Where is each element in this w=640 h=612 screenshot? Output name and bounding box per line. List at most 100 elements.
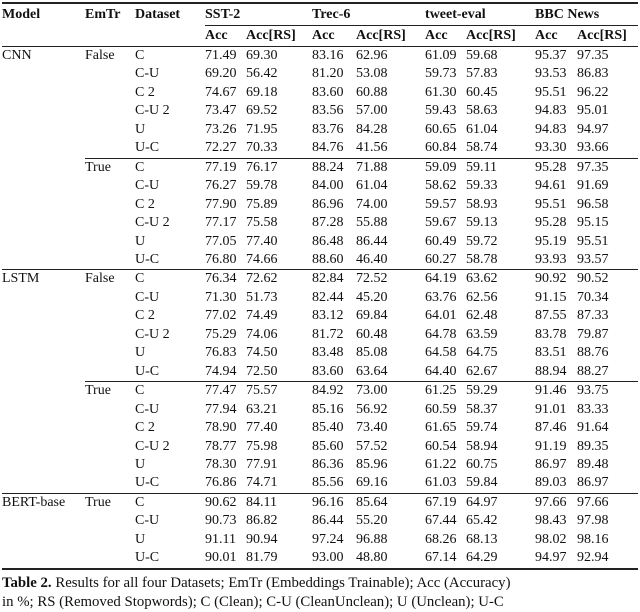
value-cell: 67.14 (425, 550, 457, 566)
value-cell: 69.20 (205, 66, 237, 82)
value-cell: 86.44 (356, 233, 388, 249)
subheader-spacer (85, 25, 135, 47)
value-cell: 59.09 (425, 157, 467, 178)
emtr-cell (85, 177, 135, 195)
table-row: C-U 2 75.29 74.06 81.72 60.48 64.78 63.59 83.78… (2, 326, 638, 344)
table-row: CNN False C 71.49 69.30 83.16 62.96 61.09 59.68 9… (2, 47, 638, 66)
subheader-acc: Acc (425, 25, 467, 47)
value-cell: 60.49 (425, 233, 457, 249)
value-cell: 96.22 (577, 84, 609, 100)
dataset-cell: C (135, 381, 205, 401)
value-cell: 75.98 (246, 438, 278, 454)
table-body: CNN False C 71.49 69.30 83.16 62.96 61.09 59.68 9… (2, 47, 639, 569)
value-cell: 70.33 (246, 140, 278, 156)
model-cell: BERT-base (2, 492, 85, 513)
table-row: C-U 2 77.17 75.58 87.28 55.88 59.67 59.13 95.28… (2, 214, 638, 232)
emtr-cell (85, 344, 135, 362)
value-cell: 90.73 (205, 513, 237, 529)
group-header-sst2: SST-2 (205, 3, 313, 26)
value-cell: 63.64 (356, 363, 388, 379)
dataset-cell: C 2 (135, 84, 155, 100)
model-cell (2, 401, 85, 419)
table-row: U 78.30 77.91 86.36 85.96 61.22 60.75 86.97 89.4… (2, 456, 638, 474)
value-cell: 64.01 (425, 308, 457, 324)
value-cell: 57.52 (356, 438, 388, 454)
table-row: C-U 71.30 51.73 82.44 45.20 63.76 62.56 91.15 70… (2, 289, 638, 307)
table-row: C-U 90.73 86.82 86.44 55.20 67.44 65.42 98.43 97… (2, 512, 638, 530)
value-cell: 78.90 (205, 420, 237, 436)
value-cell: 64.97 (466, 492, 536, 513)
value-cell: 75.29 (205, 326, 237, 342)
results-table: Model EmTr Dataset SST-2 Trec-6 tweet-ev… (2, 2, 639, 570)
value-cell: 94.83 (535, 121, 567, 137)
value-cell: 81.20 (312, 66, 344, 82)
value-cell: 57.83 (466, 66, 498, 82)
value-cell: 67.19 (425, 492, 467, 513)
value-cell: 61.30 (425, 84, 457, 100)
table-row: C 2 77.02 74.49 83.12 69.84 64.01 62.48 87.55 87… (2, 307, 638, 325)
value-cell: 63.21 (246, 401, 278, 417)
subheader-acc: Acc (312, 25, 357, 47)
value-cell: 93.66 (577, 140, 609, 156)
value-cell: 72.62 (246, 269, 313, 289)
value-cell: 83.48 (312, 345, 344, 361)
subheader-row: Acc Acc[RS] Acc Acc[RS] Acc Acc[RS] Acc … (2, 25, 639, 47)
value-cell: 59.43 (425, 103, 457, 119)
value-cell: 70.34 (577, 289, 609, 305)
emtr-cell (85, 214, 135, 232)
model-cell (2, 438, 85, 456)
model-cell (2, 289, 85, 307)
value-cell: 90.52 (577, 269, 639, 289)
value-cell: 76.83 (205, 345, 237, 361)
value-cell: 81.79 (246, 550, 278, 566)
caption-line-2: in %; RS (Removed Stopwords); C (Clean);… (2, 593, 504, 610)
table-row: C 2 74.67 69.18 83.60 60.88 61.30 60.45 95.51 96… (2, 84, 638, 102)
emtr-cell (85, 102, 135, 120)
value-cell: 58.93 (466, 196, 498, 212)
value-cell: 91.46 (535, 381, 578, 401)
dataset-cell: C-U (135, 401, 160, 417)
emtr-cell: False (85, 269, 135, 289)
value-cell: 84.28 (356, 121, 388, 137)
value-cell: 93.53 (535, 66, 567, 82)
value-cell: 61.04 (466, 121, 498, 137)
model-cell: CNN (2, 48, 32, 63)
value-cell: 78.30 (205, 456, 237, 472)
value-cell: 67.44 (425, 513, 457, 529)
value-cell: 58.63 (466, 103, 498, 119)
col-header-model: Model (2, 7, 41, 22)
dataset-cell: U (135, 531, 146, 547)
value-cell: 59.57 (425, 196, 457, 212)
value-cell: 77.17 (205, 215, 237, 231)
dataset-cell: C 2 (135, 420, 155, 436)
value-cell: 96.16 (312, 492, 357, 513)
emtr-cell: True (85, 492, 135, 513)
value-cell: 98.02 (535, 531, 567, 547)
value-cell: 83.56 (312, 103, 344, 119)
subheader-spacer (2, 25, 85, 47)
value-cell: 59.84 (466, 475, 498, 491)
model-cell (2, 214, 85, 232)
value-cell: 55.88 (356, 215, 388, 231)
value-cell: 82.84 (312, 269, 357, 289)
value-cell: 89.48 (577, 456, 609, 472)
value-cell: 77.19 (205, 157, 246, 178)
value-cell: 77.90 (205, 196, 237, 212)
value-cell: 90.92 (535, 269, 578, 289)
dataset-cell: U-C (135, 363, 160, 379)
table-row: LSTM False C 76.34 72.62 82.84 72.52 64.19 63.62… (2, 269, 639, 289)
value-cell: 56.42 (246, 66, 278, 82)
value-cell: 93.93 (535, 251, 567, 267)
value-cell: 69.30 (246, 48, 278, 63)
value-cell: 58.37 (466, 401, 498, 417)
value-cell: 64.58 (425, 345, 457, 361)
value-cell: 94.97 (535, 550, 567, 566)
value-cell: 83.60 (312, 84, 344, 100)
emtr-cell (85, 289, 135, 307)
dataset-cell: C (135, 269, 205, 289)
table-row: U-C 72.27 70.33 84.76 41.56 60.84 58.74 93.30 93… (2, 139, 638, 158)
value-cell: 77.91 (246, 456, 278, 472)
value-cell: 83.76 (312, 121, 344, 137)
table-row: U 91.11 90.94 97.24 96.88 68.26 68.13 98.02 98.1… (2, 531, 638, 549)
value-cell: 73.26 (205, 121, 237, 137)
